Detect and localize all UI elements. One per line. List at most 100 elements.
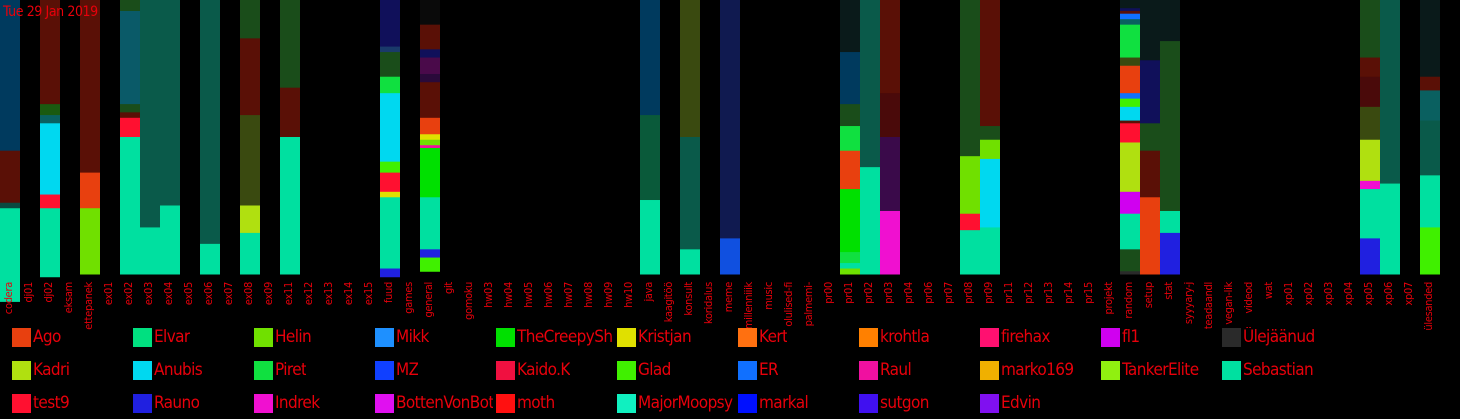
category-label-dj02: dj02 (42, 282, 55, 302)
bar-segment-random-4 (1120, 19, 1140, 26)
bar-segment-stat-2 (1160, 210, 1180, 234)
bar-segment-konsult-0 (680, 0, 700, 138)
category-label-meme: meme (722, 282, 735, 312)
legend-label: Mikk (396, 327, 429, 347)
bar-segment-ex02-2 (120, 104, 140, 113)
bar-segment-random-13 (1120, 142, 1140, 193)
bar-segment-random-5 (1120, 24, 1140, 59)
bar-segment-ex02-4 (120, 117, 140, 138)
bar-segment-pr03-1 (880, 93, 900, 138)
bar-segment-pr01-3 (840, 126, 860, 152)
bar-segment-xp05-1 (1360, 57, 1380, 78)
category-label-kaagitöö: kaagitöö (662, 282, 675, 323)
category-label-ex15: ex15 (362, 282, 375, 305)
category-label-konsult: konsult (682, 282, 695, 316)
bar-segment-ex11-1 (280, 87, 300, 138)
category-label-ex04: ex04 (162, 282, 175, 305)
category-label-palmemi-: palmemi- (802, 281, 815, 326)
category-label-pr15: pr15 (1082, 282, 1095, 304)
category-label-xp02: xp02 (1302, 282, 1315, 306)
bar-segment-codera-0 (0, 0, 20, 152)
legend-label: markal (759, 393, 809, 413)
category-label-videod: videod (1242, 282, 1255, 314)
legend-label: Kaido.K (517, 360, 570, 380)
category-label-ettepanek: ettepanek (82, 281, 95, 329)
bar-segment-ex08-2 (240, 115, 260, 206)
legend-swatch (617, 360, 636, 380)
category-label-ex09: ex09 (262, 282, 275, 305)
legend-swatch (254, 327, 273, 347)
bar-segment-fuud-3 (380, 76, 400, 94)
legend-swatch (12, 360, 31, 380)
bar-segment-pr01-4 (840, 150, 860, 190)
bar-segment-pr01-2 (840, 104, 860, 127)
legend-swatch (980, 327, 999, 347)
bar-segment-general-10 (420, 147, 440, 198)
bar-segment-general-13 (420, 257, 440, 272)
legend-label: Helin (275, 327, 312, 347)
bar-segment-ex03-1 (140, 227, 160, 275)
legend-swatch (12, 327, 31, 347)
chart-title: Tue 29 Jan 2019 (2, 4, 98, 20)
legend-swatch (1222, 327, 1241, 347)
bar-segment-random-2 (1120, 10, 1140, 15)
legend-item: marko169 (980, 359, 1098, 381)
category-label-ex05: ex05 (182, 282, 195, 305)
bar-segment-general-4 (420, 73, 440, 83)
bar-segment-pr08-1 (960, 156, 980, 215)
bar-segment-pr02-0 (860, 0, 880, 168)
legend-label: Glad (638, 360, 671, 380)
category-label-hw06: hw06 (542, 282, 555, 308)
category-label-ex02: ex02 (122, 282, 135, 305)
bar-segment-ex06-1 (200, 243, 220, 275)
bar-segment-setup-2 (1140, 123, 1160, 152)
bar-segment-stat-0 (1160, 0, 1180, 42)
category-label-wat: wat (1262, 282, 1275, 300)
bar-segment-xp05-0 (1360, 0, 1380, 59)
bar-segment-fuud-7 (380, 191, 400, 198)
legend-label: MZ (396, 360, 419, 380)
bar-segment-ex02-0 (120, 0, 140, 12)
bar-segment-random-1 (1120, 8, 1140, 12)
bar-segment-setup-4 (1140, 197, 1160, 275)
bar-segment-xp06-0 (1380, 0, 1400, 185)
bar-segment-general-12 (420, 249, 440, 259)
legend-swatch (133, 393, 152, 413)
bar-segment-ülesanded-1 (1420, 76, 1440, 91)
legend-swatch (496, 360, 515, 380)
legend-swatch (859, 327, 878, 347)
bar-segment-stat-3 (1160, 232, 1180, 275)
category-label-pr07: pr07 (942, 282, 955, 304)
legend-label: Kadri (33, 360, 70, 380)
bar-segment-java-2 (640, 200, 660, 275)
category-label-ex01: ex01 (102, 282, 115, 305)
legend-swatch (375, 393, 394, 413)
legend-label: Edvin (1001, 393, 1041, 413)
bar-segment-random-10 (1120, 106, 1140, 122)
category-label-dj01: dj01 (22, 282, 35, 302)
bar-segment-dj02-0 (40, 0, 60, 105)
bar-segment-pr01-7 (840, 263, 860, 270)
bar-segment-xp05-2 (1360, 76, 1380, 108)
category-label-millenniiik: millenniiik (742, 281, 755, 329)
category-label-hw04: hw04 (502, 282, 515, 308)
bar-segment-fuud-0 (380, 0, 400, 48)
category-label-games: games (402, 282, 415, 314)
legend-label: TankerElite (1122, 360, 1199, 380)
bar-segment-ex02-5 (120, 137, 140, 275)
category-label-pr06: pr06 (922, 282, 935, 304)
legend-item: BottenVonBot (375, 392, 493, 414)
category-label-pr00: pr00 (822, 282, 835, 304)
category-label-olulised-fi: olulised-fi (782, 282, 795, 327)
bar-segment-xp05-5 (1360, 180, 1380, 190)
bar-segment-meme-1 (720, 238, 740, 275)
legend-item: fl1 (1101, 326, 1219, 348)
bar-segment-random-12 (1120, 123, 1140, 143)
category-label-ex14: ex14 (342, 282, 355, 305)
legend-label: Piret (275, 360, 307, 380)
bar-segment-pr01-1 (840, 52, 860, 105)
legend-item: Piret (254, 359, 372, 381)
category-label-general: general (422, 282, 435, 318)
category-label-hw08: hw08 (582, 282, 595, 308)
legend-item: krohtla (859, 326, 977, 348)
